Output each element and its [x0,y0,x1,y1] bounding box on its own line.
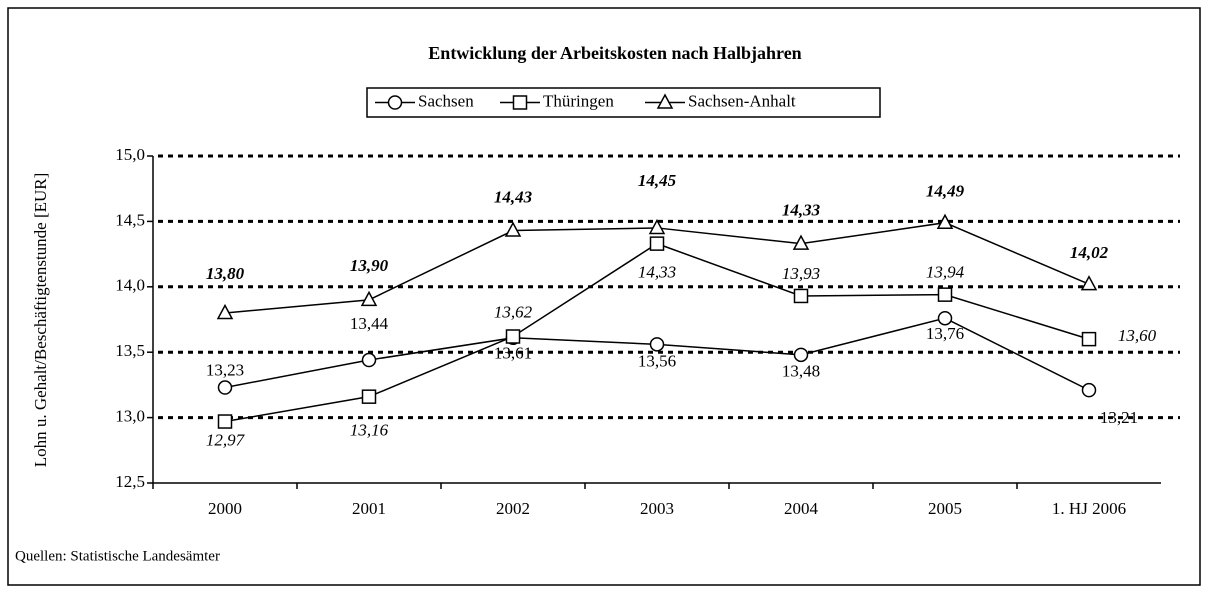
data-point [361,352,377,368]
chart-title: Entwicklung der Arbeitskosten nach Halbj… [428,43,801,63]
data-label: 13,76 [926,324,964,343]
legend-marker [656,93,674,109]
data-point [793,288,809,304]
data-point [649,337,665,352]
data-point [648,218,666,235]
data-point [505,329,521,344]
y-tick-label: 12,5 [115,472,145,491]
data-point [937,287,953,302]
data-point [1080,275,1098,291]
y-tick-label: 13,0 [115,407,145,426]
data-label: 14,45 [638,171,677,190]
legend-label: Sachsen-Anhalt [688,91,796,110]
data-label: 13,94 [926,263,965,282]
y-tick-label: 14,0 [115,276,145,295]
x-tick-label: 2002 [496,499,530,518]
y-tick-label: 14,5 [115,210,145,229]
x-tick-label: 2003 [640,499,674,518]
x-tick-label: 2005 [928,499,962,518]
x-tick-label: 2001 [352,499,386,518]
data-label: 14,33 [782,201,821,220]
data-label: 13,23 [206,360,244,379]
data-label: 14,33 [638,263,676,282]
data-point [360,290,378,307]
data-label: 13,93 [782,264,820,283]
data-label: 13,48 [782,362,820,381]
legend-box [366,87,881,118]
data-point [217,380,233,395]
data-point [1081,331,1097,347]
data-label: 13,56 [638,351,676,370]
data-label: 13,21 [1100,408,1138,427]
legend-label: Thüringen [543,91,614,110]
data-point [937,310,953,326]
source-note: Quellen: Statistische Landesämter [15,548,220,564]
data-point [217,414,233,429]
y-tick-label: 13,5 [115,341,145,360]
data-point [936,213,954,229]
legend-marker [512,95,528,110]
data-point [649,236,665,251]
data-point [793,347,809,363]
y-axis-label: Lohn u. Gehalt/Beschäftigtenstunde [EUR] [31,173,50,468]
data-point [792,234,810,250]
data-point [361,389,377,404]
data-point [504,221,522,237]
data-label: 14,02 [1070,243,1109,262]
x-tick-label: 1. HJ 2006 [1052,499,1126,518]
data-label: 14,43 [494,187,533,206]
legend-label: Sachsen [418,91,474,110]
data-label: 12,97 [206,430,246,449]
data-label: 13,90 [350,256,389,275]
data-point [1081,382,1097,398]
data-point [216,303,234,320]
y-tick-label: 15,0 [115,145,145,164]
data-label: 13,62 [494,302,533,321]
data-label: 14,49 [926,182,965,201]
data-label: 13,80 [206,264,245,283]
data-label: 13,44 [350,314,389,333]
data-label: 13,16 [350,421,389,440]
legend-marker [387,95,403,110]
data-label: 13,61 [494,344,532,363]
data-label: 13,60 [1118,326,1157,345]
x-tick-label: 2004 [784,499,819,518]
x-tick-label: 2000 [208,499,242,518]
